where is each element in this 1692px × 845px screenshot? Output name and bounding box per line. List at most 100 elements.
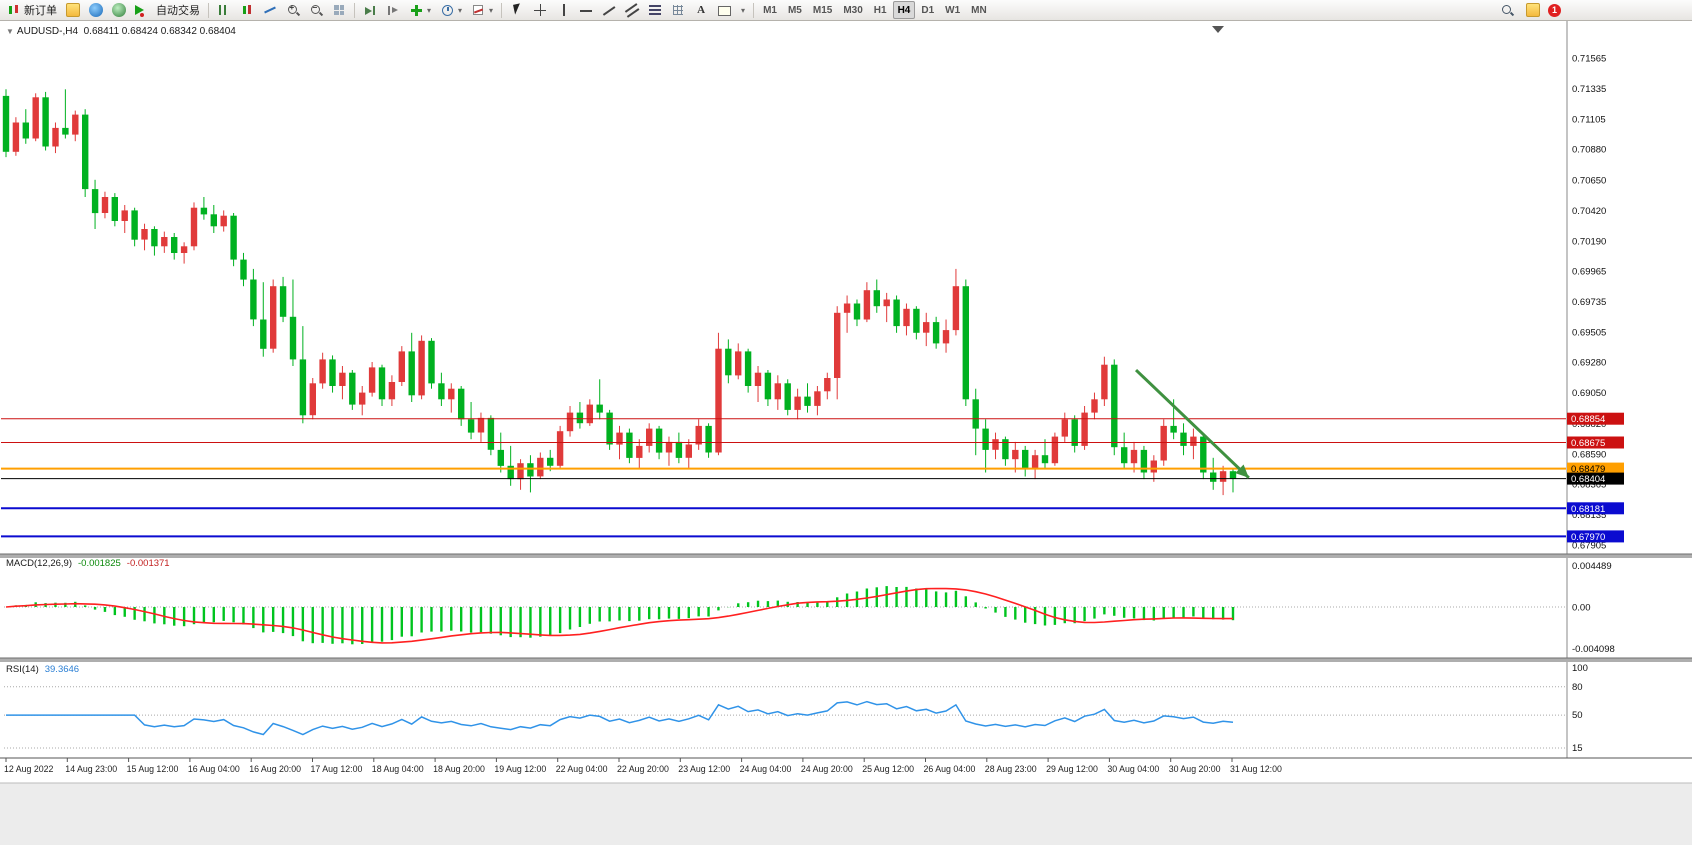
svg-text:0.68590: 0.68590: [1572, 449, 1606, 460]
new-order-label: 新订单: [24, 5, 57, 17]
toolbar-separator: [753, 2, 755, 18]
toolbar-right-cluster: 1: [1496, 1, 1561, 19]
add-indicator-icon: [409, 3, 423, 17]
rsi-label: RSI(14) 39.3646: [6, 664, 79, 675]
macd-signal-value: -0.001371: [126, 558, 170, 569]
template-icon: [471, 3, 485, 17]
svg-text:0.67905: 0.67905: [1572, 541, 1606, 552]
horizontal-line-button[interactable]: [575, 1, 597, 19]
svg-text:28 Aug 23:00: 28 Aug 23:00: [985, 764, 1037, 774]
svg-text:15: 15: [1572, 743, 1583, 754]
toolbar-separator: [208, 2, 209, 18]
line-chart-button[interactable]: [259, 1, 281, 19]
zoom-out-icon: −: [309, 3, 323, 17]
cursor-button[interactable]: [506, 1, 528, 19]
hlines-layer[interactable]: [1, 418, 1566, 538]
svg-text:0.69280: 0.69280: [1572, 358, 1606, 369]
candles-layer: [2, 89, 1237, 496]
grid-icon: [671, 3, 685, 17]
metaeditor-button[interactable]: [62, 1, 84, 19]
macd-name: MACD(12,26,9): [6, 558, 72, 569]
channel-button[interactable]: [621, 1, 643, 19]
ohlc-open: 0.68411: [83, 26, 120, 37]
bar-chart-icon: [217, 3, 231, 17]
chart-shift-button[interactable]: [382, 1, 404, 19]
timeframe-m30-button[interactable]: M30: [838, 1, 867, 19]
crosshair-icon: [533, 3, 547, 17]
svg-text:24 Aug 04:00: 24 Aug 04:00: [740, 764, 792, 774]
svg-text:0.71565: 0.71565: [1572, 54, 1606, 65]
fibonacci-icon: [648, 3, 662, 17]
svg-text:14 Aug 23:00: 14 Aug 23:00: [65, 764, 117, 774]
search-button[interactable]: [1496, 1, 1518, 19]
new-order-button[interactable]: 新订单: [3, 1, 61, 19]
tile-windows-button[interactable]: [328, 1, 350, 19]
add-indicator-button[interactable]: ▾: [405, 1, 435, 19]
arrows-button[interactable]: ▾: [736, 1, 749, 19]
svg-text:0.004489: 0.004489: [1572, 561, 1612, 572]
favorites-button[interactable]: [1522, 1, 1544, 19]
grid-button[interactable]: [667, 1, 689, 19]
trend-arrow-annotation[interactable]: [1134, 368, 1250, 479]
templates-button[interactable]: ▾: [467, 1, 497, 19]
svg-text:0.67970: 0.67970: [1571, 532, 1605, 543]
svg-text:0.71335: 0.71335: [1572, 84, 1606, 95]
timeframe-h1-button[interactable]: H1: [869, 1, 892, 19]
auto-scroll-button[interactable]: [359, 1, 381, 19]
timeframe-m5-button[interactable]: M5: [783, 1, 807, 19]
auto-trading-button[interactable]: 自动交易: [131, 1, 204, 19]
notifications-badge[interactable]: 1: [1548, 3, 1561, 17]
periods-button[interactable]: ▾: [436, 1, 466, 19]
chart-header: ▼ AUDUSD-,H4 0.68411 0.68424 0.68342 0.68…: [6, 26, 236, 37]
time-scale[interactable]: 12 Aug 2022 14 Aug 23:00 15 Aug 12:00 16 Au…: [0, 757, 1692, 774]
trendline-icon: [602, 3, 616, 17]
bar-chart-button[interactable]: [213, 1, 235, 19]
chart-menu-icon[interactable]: ▼: [6, 27, 14, 36]
svg-text:100: 100: [1572, 663, 1588, 674]
new-order-icon: [7, 3, 21, 17]
vertical-line-button[interactable]: [552, 1, 574, 19]
ohlc-low: 0.68342: [160, 26, 197, 37]
chart-window: 0.71565 0.71335 0.71105 0.70880 0.70650 0.704…: [0, 21, 1692, 845]
chart-shift-marker[interactable]: [1212, 26, 1224, 33]
trendline-button[interactable]: [598, 1, 620, 19]
crosshair-button[interactable]: [529, 1, 551, 19]
svg-text:0.70650: 0.70650: [1572, 175, 1606, 186]
svg-text:50: 50: [1572, 710, 1583, 721]
cursor-icon: [510, 3, 524, 17]
zoom-out-button[interactable]: −: [305, 1, 327, 19]
svg-text:0.69735: 0.69735: [1572, 297, 1606, 308]
svg-text:-0.004098: -0.004098: [1572, 644, 1615, 655]
svg-text:0.69965: 0.69965: [1572, 266, 1606, 277]
timeframe-d1-button[interactable]: D1: [916, 1, 939, 19]
candlestick-chart[interactable]: 0.71565 0.71335 0.71105 0.70880 0.70650 0.704…: [0, 21, 1692, 845]
community-button[interactable]: [85, 1, 107, 19]
toolbar-separator: [501, 2, 503, 18]
timeframe-mn-button[interactable]: MN: [966, 1, 992, 19]
svg-text:17 Aug 12:00: 17 Aug 12:00: [311, 764, 363, 774]
timeframe-w1-button[interactable]: W1: [940, 1, 965, 19]
macd-label: MACD(12,26,9) -0.001825 -0.001371: [6, 558, 170, 569]
timeframe-h4-button[interactable]: H4: [892, 1, 916, 19]
text-button[interactable]: A: [690, 1, 712, 19]
svg-text:30 Aug 20:00: 30 Aug 20:00: [1169, 764, 1221, 774]
horizontal-line-icon: [579, 3, 593, 17]
svg-text:18 Aug 20:00: 18 Aug 20:00: [433, 764, 485, 774]
window-footer: [0, 783, 1692, 845]
candlestick-chart-button[interactable]: [236, 1, 258, 19]
text-label-icon: [717, 3, 732, 17]
support-button[interactable]: [108, 1, 130, 19]
price-scale[interactable]: 0.71565 0.71335 0.71105 0.70880 0.70650 0.704…: [1566, 21, 1624, 758]
fibonacci-button[interactable]: [644, 1, 666, 19]
text-label-button[interactable]: [713, 1, 735, 19]
svg-text:22 Aug 20:00: 22 Aug 20:00: [617, 764, 669, 774]
svg-text:18 Aug 04:00: 18 Aug 04:00: [372, 764, 424, 774]
auto-scroll-icon: [363, 3, 377, 17]
timeframe-m15-button[interactable]: M15: [808, 1, 837, 19]
zoom-in-button[interactable]: +: [282, 1, 304, 19]
favorites-icon: [1526, 3, 1540, 17]
community-icon: [89, 3, 103, 17]
timeframe-m1-button[interactable]: M1: [758, 1, 782, 19]
candlestick-chart-icon: [240, 3, 254, 17]
chevron-down-icon: ▾: [427, 5, 432, 15]
